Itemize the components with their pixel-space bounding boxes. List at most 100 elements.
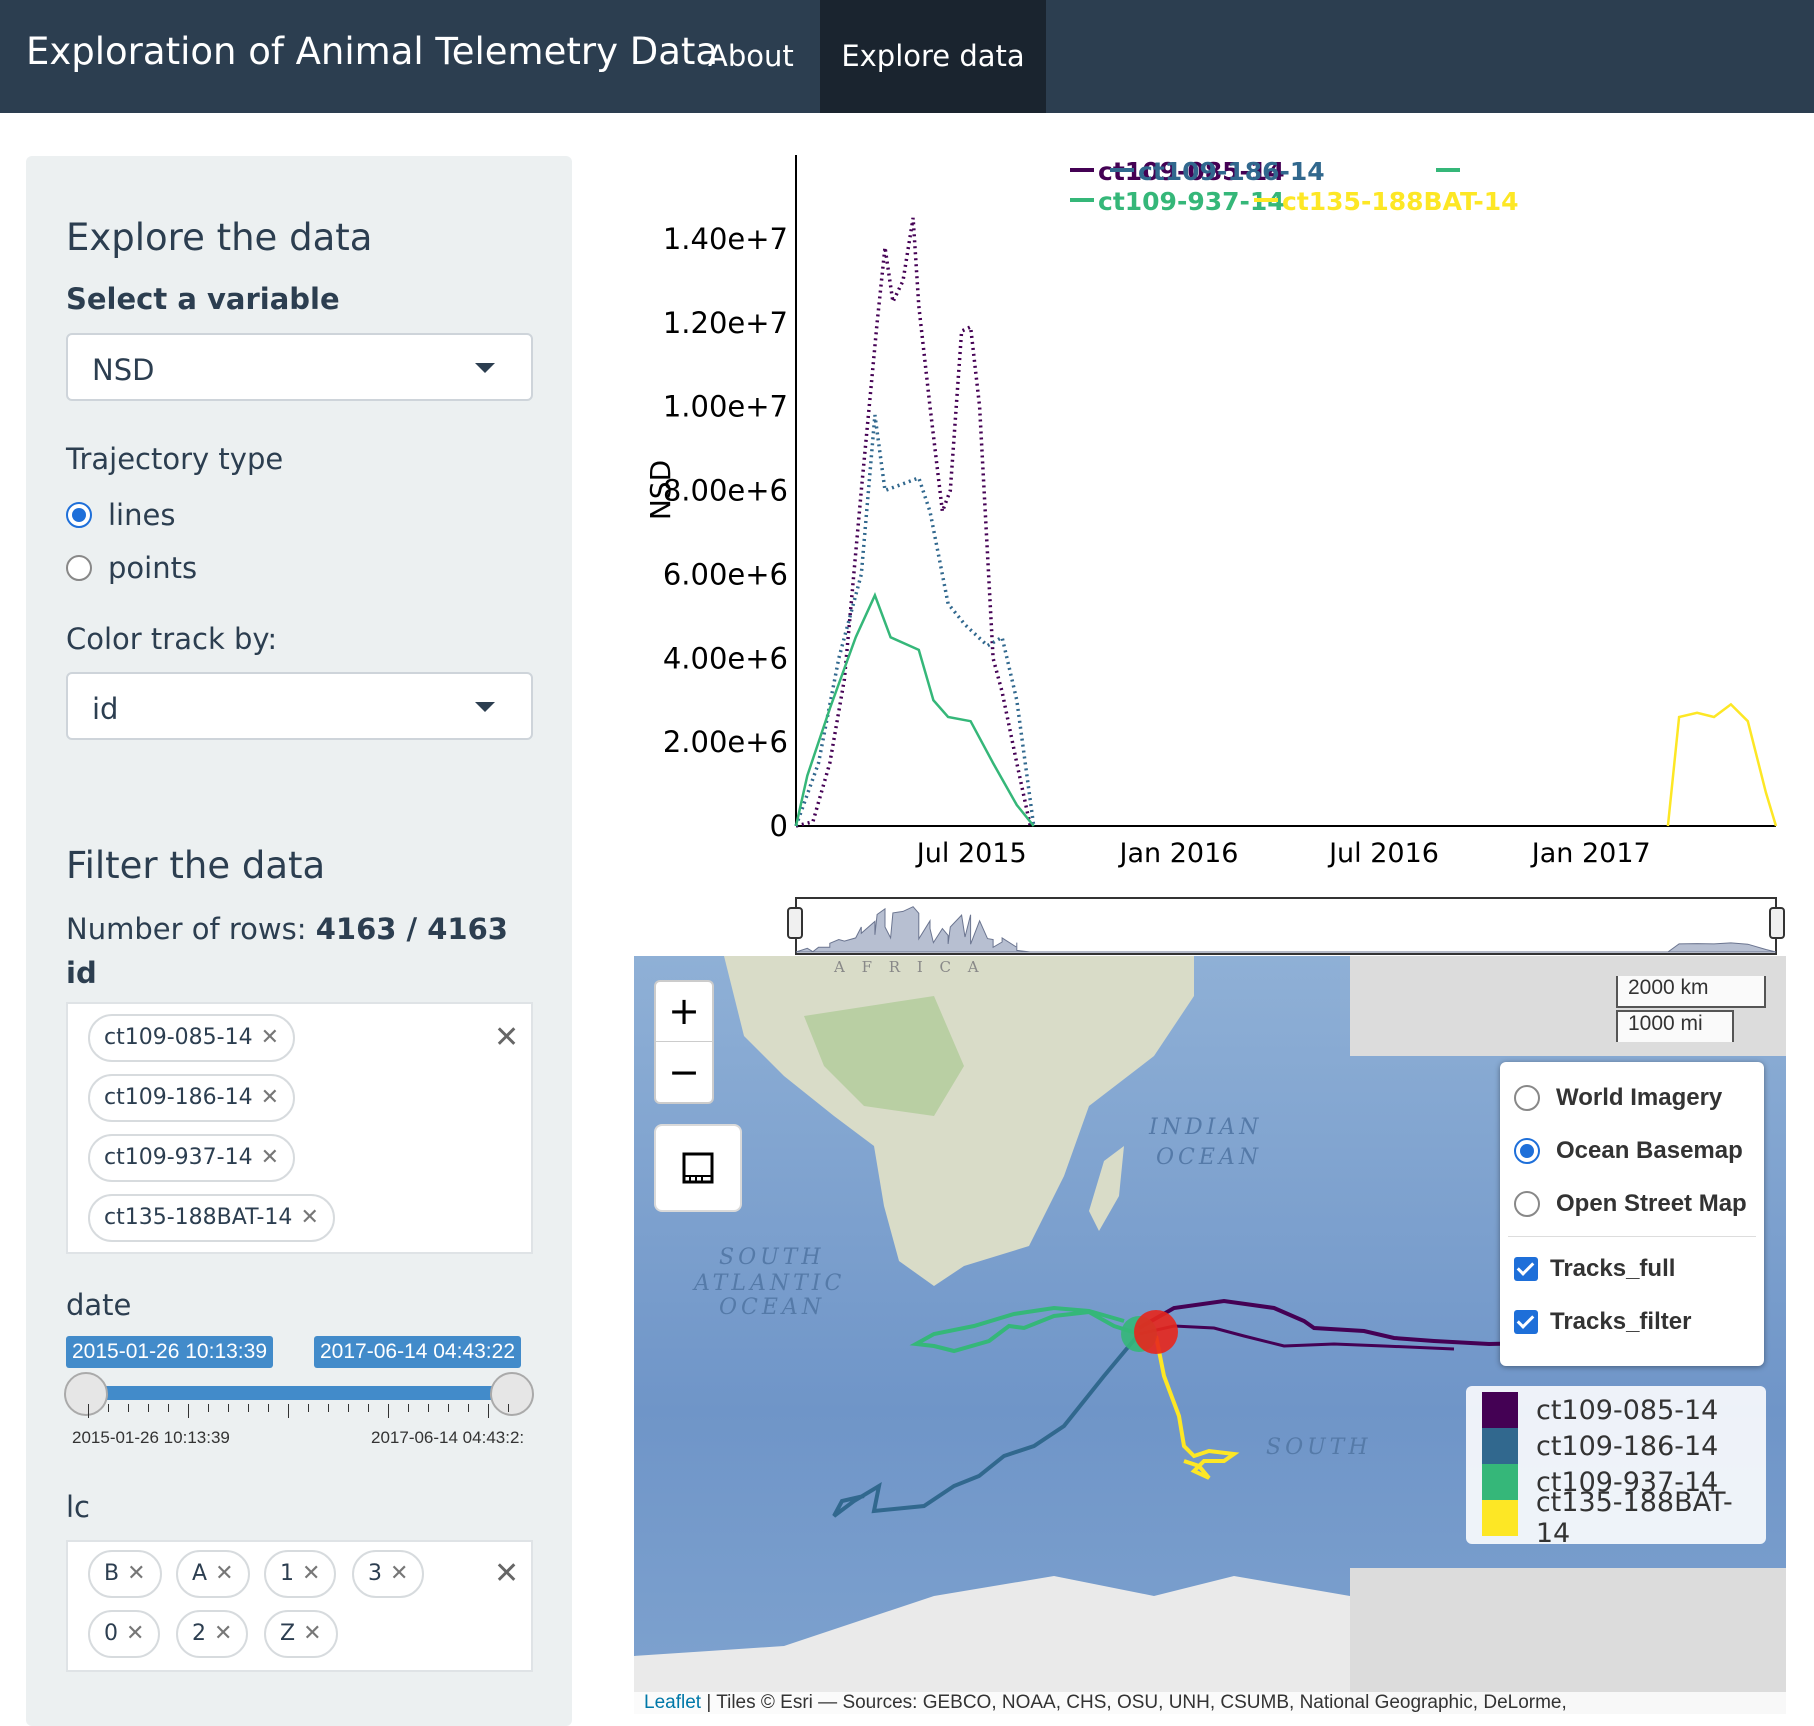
- remove-tag-icon[interactable]: ✕: [215, 1561, 234, 1586]
- remove-tag-icon[interactable]: ✕: [300, 1205, 319, 1230]
- madagascar-landmass: [1089, 1146, 1124, 1231]
- lc-tag[interactable]: 3 ✕: [352, 1550, 425, 1598]
- series-line-ct109-937-14[interactable]: [794, 592, 1035, 827]
- range-handle-right[interactable]: [1769, 907, 1785, 939]
- remove-tag-icon[interactable]: ✕: [302, 1561, 321, 1586]
- radio-label-points: points: [108, 551, 198, 585]
- series-line-ct109-186-14[interactable]: [794, 414, 1036, 827]
- checkbox[interactable]: [1514, 1257, 1538, 1281]
- track-end-marker[interactable]: [1134, 1310, 1178, 1354]
- lc-tag[interactable]: B ✕: [88, 1550, 162, 1598]
- slider-tick: [468, 1404, 469, 1412]
- slider-tick: [508, 1404, 509, 1412]
- series-line-ct109-085-14[interactable]: [795, 217, 1033, 828]
- clear-all-icon[interactable]: ✕: [494, 1557, 520, 1590]
- remove-tag-icon[interactable]: ✕: [260, 1025, 280, 1050]
- zoom-out-button[interactable]: −: [668, 1050, 700, 1094]
- overlay-tracks-filter[interactable]: Tracks_filter: [1514, 1308, 1691, 1336]
- rows-count: Number of rows: 4163 / 4163: [66, 912, 508, 946]
- nsd-chart[interactable]: 0 2.00e+6 4.00e+6 6.00e+6 8.00e+6 1.00e+7 1.20…: [630, 150, 1814, 960]
- legend-swatch: [1482, 1464, 1518, 1500]
- clear-all-icon[interactable]: ✕: [494, 1021, 520, 1054]
- radio-button[interactable]: [1514, 1138, 1540, 1164]
- layer-open-street-map[interactable]: Open Street Map: [1514, 1190, 1747, 1218]
- y-tick-label: 0: [770, 809, 788, 843]
- label-south: SOUTH: [719, 1245, 825, 1270]
- remove-tag-icon[interactable]: ✕: [260, 1145, 280, 1170]
- lc-tag[interactable]: 0 ✕: [88, 1610, 161, 1658]
- lc-tag[interactable]: Z ✕: [264, 1610, 338, 1658]
- layer-ocean-basemap[interactable]: Ocean Basemap: [1514, 1137, 1743, 1165]
- chevron-down-icon: [475, 702, 495, 712]
- radio-button[interactable]: [66, 555, 92, 581]
- trajectory-label: Trajectory type: [66, 442, 284, 476]
- id-tag[interactable]: ct109-937-14 ✕: [88, 1134, 296, 1182]
- zoom-in-button[interactable]: +: [656, 982, 712, 1042]
- layer-world-imagery[interactable]: World Imagery: [1514, 1084, 1722, 1112]
- label-africa: A F R I C A: [833, 958, 985, 976]
- remove-tag-icon[interactable]: ✕: [260, 1085, 280, 1110]
- remove-tag-icon[interactable]: ✕: [390, 1561, 409, 1586]
- remove-tag-icon[interactable]: ✕: [303, 1621, 322, 1646]
- slider-tick: [228, 1404, 229, 1412]
- nav-explore-data[interactable]: Explore data: [820, 0, 1046, 113]
- lc-tag-input[interactable]: B ✕ A ✕ 1 ✕ 3 ✕ 0 ✕ 2 ✕ Z ✕ ✕: [66, 1540, 533, 1672]
- track-ct109-937-14[interactable]: [909, 1305, 1140, 1354]
- id-tag-input[interactable]: ct109-085-14 ✕ ct109-186-14 ✕ ct109-937-14…: [66, 1002, 533, 1254]
- id-tag[interactable]: ct135-188BAT-14 ✕: [88, 1194, 335, 1242]
- label-indian: INDIAN: [1148, 1115, 1262, 1140]
- navbar: Exploration of Animal Telemetry Data Abo…: [0, 0, 1814, 113]
- date-from-badge: 2015-01-26 10:13:39: [66, 1336, 273, 1368]
- track-ct109-085-14-b[interactable]: [1138, 1324, 1455, 1351]
- y-tick-label: 1.00e+7: [663, 390, 788, 424]
- leaflet-link[interactable]: Leaflet: [644, 1692, 702, 1713]
- radio-points[interactable]: points: [66, 551, 197, 585]
- scale-mi: 1000 mi: [1616, 1010, 1734, 1042]
- track-ct109-186-14[interactable]: [832, 1332, 1141, 1518]
- nav-about[interactable]: About: [708, 39, 794, 73]
- slider-tick: [488, 1404, 489, 1418]
- slider-tick: [288, 1404, 289, 1418]
- slider-tick: [248, 1404, 249, 1412]
- radio-button[interactable]: [1514, 1191, 1540, 1217]
- filter-title: Filter the data: [66, 844, 326, 887]
- slider-tick: [348, 1404, 349, 1412]
- remove-tag-icon[interactable]: ✕: [126, 1621, 145, 1646]
- radio-button[interactable]: [1514, 1085, 1540, 1111]
- color-label: Color track by:: [66, 622, 278, 656]
- series-line-ct135-188BAT-14[interactable]: [1666, 702, 1778, 827]
- legend-item: ct109-085-14: [1482, 1392, 1718, 1428]
- legend-swatch: [1482, 1428, 1518, 1464]
- track-ct109-085-14[interactable]: [1138, 1298, 1535, 1347]
- id-tag[interactable]: ct109-085-14 ✕: [88, 1014, 296, 1062]
- nsd-chart-svg[interactable]: 0 2.00e+6 4.00e+6 6.00e+6 8.00e+6 1.00e+7 1.20…: [630, 150, 1814, 960]
- map-view[interactable]: A F R I C A INDIAN OCEAN SOUTH ATLANTIC …: [634, 956, 1786, 1714]
- radio-button[interactable]: [66, 502, 92, 528]
- radio-lines[interactable]: lines: [66, 498, 175, 532]
- slider-tick: [168, 1404, 169, 1412]
- y-tick-label: 8.00e+6: [663, 474, 788, 508]
- date-slider-handle-start[interactable]: [64, 1372, 108, 1416]
- y-tick-label: 1.40e+7: [663, 222, 788, 256]
- checkbox[interactable]: [1514, 1310, 1538, 1334]
- antarctica-landmass: [634, 1576, 1350, 1714]
- remove-tag-icon[interactable]: ✕: [127, 1561, 146, 1586]
- date-slider-handle-end[interactable]: [490, 1372, 534, 1416]
- lc-tag[interactable]: 2 ✕: [176, 1610, 249, 1658]
- track-ct135-188BAT-14[interactable]: [1154, 1335, 1240, 1480]
- lc-tag[interactable]: 1 ✕: [264, 1550, 337, 1598]
- range-handle-left[interactable]: [787, 907, 803, 939]
- app-title[interactable]: Exploration of Animal Telemetry Data: [26, 30, 719, 73]
- lc-tag[interactable]: A ✕: [176, 1550, 250, 1598]
- id-tag[interactable]: ct109-186-14 ✕: [88, 1074, 296, 1122]
- remove-tag-icon[interactable]: ✕: [214, 1621, 233, 1646]
- rows-label: Number of rows:: [66, 912, 307, 946]
- overlay-tracks-full[interactable]: Tracks_full: [1514, 1255, 1675, 1283]
- color-select[interactable]: id: [66, 672, 533, 740]
- slider-tick: [368, 1404, 369, 1412]
- date-slider-track[interactable]: [66, 1386, 506, 1400]
- variable-select[interactable]: NSD: [66, 333, 533, 401]
- slider-tick: [428, 1404, 429, 1412]
- x-tick-label: Jul 2015: [915, 838, 1027, 869]
- measure-button[interactable]: [654, 1124, 742, 1212]
